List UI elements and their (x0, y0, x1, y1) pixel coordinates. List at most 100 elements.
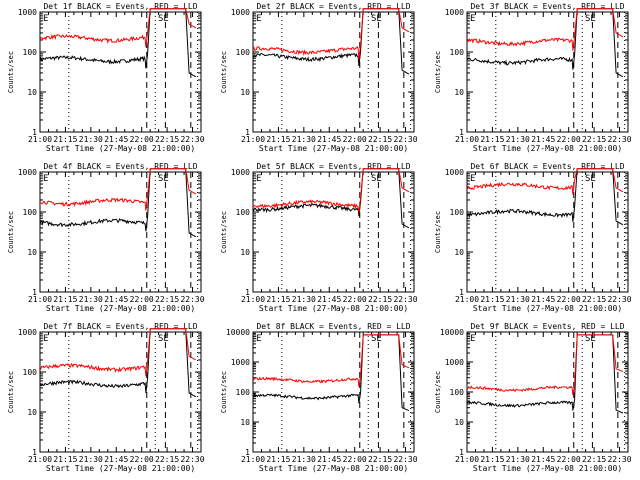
x-tick-label: 22:30 (393, 455, 417, 464)
series-line-events (252, 334, 410, 412)
y-tick-label: 100 (23, 48, 38, 57)
x-tick-label: 22:30 (607, 455, 631, 464)
saa-exit-marker-label: SE (371, 334, 382, 344)
x-tick-label: 21:15 (53, 135, 77, 144)
y-tick-label: 100 (450, 388, 465, 397)
y-axis-label: Counts/sec (7, 51, 15, 93)
x-tick-label: 22:30 (607, 295, 631, 304)
saa-exit-marker-label: SE (158, 174, 169, 184)
series-line-events (467, 168, 624, 226)
x-tick-label: 21:15 (480, 295, 504, 304)
x-tick-label: 22:00 (130, 135, 154, 144)
eclipse-marker-label: E (256, 174, 261, 184)
series-line-lld (466, 168, 624, 195)
x-tick-label: 21:45 (317, 455, 341, 464)
plot-frame (252, 331, 415, 453)
y-tick-label: 1000 (445, 168, 464, 177)
x-tick-label: 22:00 (343, 295, 367, 304)
x-axis-label: Start Time (27-May-08 21:00:00) (46, 144, 195, 153)
y-tick-label: 1000 (231, 8, 250, 17)
eclipse-marker-label: E (470, 334, 475, 344)
y-tick-label: 1000 (18, 168, 37, 177)
x-tick-label: 22:00 (130, 455, 154, 464)
x-tick-label: 22:15 (368, 295, 392, 304)
x-tick-label: 21:45 (317, 135, 341, 144)
x-tick-label: 22:15 (155, 455, 179, 464)
x-tick-label: 21:30 (506, 135, 530, 144)
series-line-events (39, 8, 197, 78)
eclipse-marker-label: E (43, 14, 48, 24)
y-tick-label: 1 (32, 448, 37, 457)
eclipse-marker-label: E (43, 174, 48, 184)
panel-det-6: Det 6f BLACK = Events, RED = LLD 1 10 100 10… (434, 162, 632, 313)
saa-exit-marker-label: SE (371, 174, 382, 184)
x-tick-label: 21:00 (28, 455, 52, 464)
series-line-lld (466, 8, 624, 51)
y-tick-label: 10 (27, 408, 37, 417)
y-tick-label: 100 (23, 208, 38, 217)
x-tick-label: 21:30 (292, 135, 316, 144)
x-tick-label: 22:15 (368, 455, 392, 464)
plot-frame (466, 171, 629, 293)
x-axis-label: Start Time (27-May-08 21:00:00) (259, 464, 408, 473)
series-line-events (466, 334, 624, 414)
panel-det-8: Det 8f BLACK = Events, RED = LLD 1 10 100 10… (220, 322, 418, 473)
y-tick-label: 1000 (445, 358, 464, 367)
eclipse-marker-label: E (470, 174, 475, 184)
eclipse-marker-label: E (470, 14, 475, 24)
saa-exit-marker-label: SE (371, 14, 382, 24)
saa-exit-marker-label: SE (158, 334, 169, 344)
y-tick-label: 10 (27, 248, 37, 257)
panel-det-2: Det 2f BLACK = Events, RED = LLD 1 10 100 10… (220, 2, 418, 153)
x-tick-label: 21:30 (506, 295, 530, 304)
x-tick-label: 21:30 (292, 455, 316, 464)
y-tick-label: 10 (454, 418, 464, 427)
plot-frame (252, 11, 415, 133)
x-tick-label: 22:00 (343, 455, 367, 464)
x-tick-label: 22:30 (180, 455, 204, 464)
x-tick-label: 22:30 (180, 135, 204, 144)
x-axis-label: Start Time (27-May-08 21:00:00) (473, 144, 622, 153)
y-tick-label: 1 (245, 288, 250, 297)
plot-frame (39, 331, 202, 453)
y-axis-label: Counts/sec (220, 51, 228, 93)
x-tick-label: 22:00 (343, 135, 367, 144)
x-axis-label: Start Time (27-May-08 21:00:00) (473, 464, 622, 473)
x-tick-label: 21:45 (531, 135, 555, 144)
panel-det-7: Det 7f BLACK = Events, RED = LLD 1 10 100 10… (7, 322, 205, 473)
x-tick-label: 21:15 (266, 295, 290, 304)
saa-exit-marker-label: SE (158, 14, 169, 24)
x-tick-label: 21:15 (480, 455, 504, 464)
x-tick-label: 22:15 (582, 135, 606, 144)
y-tick-label: 10 (454, 88, 464, 97)
series-line-events (252, 168, 410, 229)
panel-title: Det 6f BLACK = Events, RED = LLD (470, 162, 624, 171)
x-tick-label: 21:00 (455, 135, 479, 144)
panel-det-9: Det 9f BLACK = Events, RED = LLD 1 10 100 10… (434, 322, 632, 473)
x-tick-label: 21:45 (531, 455, 555, 464)
y-tick-label: 10000 (440, 328, 464, 337)
series-line-lld (252, 8, 410, 60)
x-tick-label: 21:15 (266, 455, 290, 464)
series-line-events (253, 8, 410, 75)
x-tick-label: 22:15 (582, 295, 606, 304)
x-tick-label: 21:00 (28, 135, 52, 144)
panel-title: Det 9f BLACK = Events, RED = LLD (470, 322, 624, 331)
plot-frame (466, 331, 629, 453)
x-axis-label: Start Time (27-May-08 21:00:00) (259, 304, 408, 313)
x-tick-label: 21:30 (506, 455, 530, 464)
y-tick-label: 1 (459, 448, 464, 457)
x-tick-label: 21:30 (292, 295, 316, 304)
panel-det-3: Det 3f BLACK = Events, RED = LLD 1 10 100 10… (434, 2, 632, 153)
panel-title: Det 8f BLACK = Events, RED = LLD (256, 322, 410, 331)
series-line-events (466, 8, 624, 78)
y-tick-label: 100 (23, 368, 38, 377)
x-tick-label: 21:45 (104, 295, 128, 304)
saa-exit-marker-label: SE (585, 334, 596, 344)
x-tick-label: 21:30 (79, 135, 103, 144)
eclipse-marker-label: E (256, 14, 261, 24)
y-axis-label: Counts/sec (220, 211, 228, 253)
plot-frame (39, 11, 202, 133)
x-tick-label: 22:00 (557, 455, 581, 464)
